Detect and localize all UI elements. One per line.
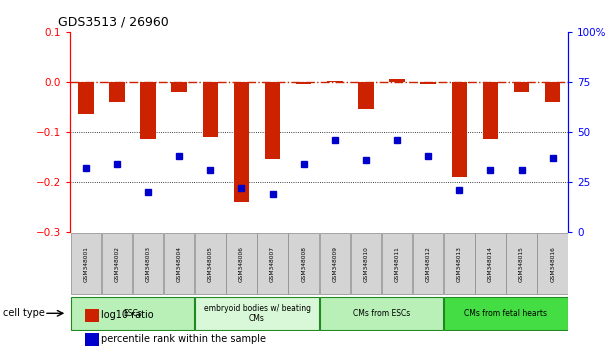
Bar xyxy=(514,82,529,92)
Bar xyxy=(420,82,436,84)
Text: CMs from ESCs: CMs from ESCs xyxy=(353,309,410,318)
Text: GSM348002: GSM348002 xyxy=(114,246,119,282)
Bar xyxy=(202,82,218,137)
Text: GSM348012: GSM348012 xyxy=(426,246,431,282)
Text: GSM348008: GSM348008 xyxy=(301,246,306,282)
Bar xyxy=(86,333,99,346)
Bar xyxy=(545,82,560,102)
FancyBboxPatch shape xyxy=(226,233,257,294)
Bar xyxy=(327,81,343,82)
Text: GSM348011: GSM348011 xyxy=(395,246,400,281)
Text: GSM348014: GSM348014 xyxy=(488,246,493,282)
Text: GSM348009: GSM348009 xyxy=(332,246,337,282)
Text: GSM348013: GSM348013 xyxy=(457,246,462,282)
FancyBboxPatch shape xyxy=(320,233,350,294)
Bar xyxy=(358,82,374,109)
Text: GSM348010: GSM348010 xyxy=(364,246,368,282)
Text: GSM348007: GSM348007 xyxy=(270,246,275,282)
FancyBboxPatch shape xyxy=(413,233,444,294)
FancyBboxPatch shape xyxy=(320,297,444,330)
FancyBboxPatch shape xyxy=(475,233,506,294)
Text: embryoid bodies w/ beating
CMs: embryoid bodies w/ beating CMs xyxy=(203,304,310,323)
FancyBboxPatch shape xyxy=(257,233,288,294)
Text: GSM348001: GSM348001 xyxy=(83,246,89,282)
Bar xyxy=(389,79,405,82)
Text: GSM348005: GSM348005 xyxy=(208,246,213,282)
Text: GSM348006: GSM348006 xyxy=(239,246,244,282)
Bar xyxy=(109,82,125,102)
FancyBboxPatch shape xyxy=(133,233,163,294)
FancyBboxPatch shape xyxy=(71,297,194,330)
Bar xyxy=(483,82,498,139)
Text: GDS3513 / 26960: GDS3513 / 26960 xyxy=(58,15,169,28)
FancyBboxPatch shape xyxy=(288,233,319,294)
Text: CMs from fetal hearts: CMs from fetal hearts xyxy=(464,309,547,318)
FancyBboxPatch shape xyxy=(351,233,381,294)
FancyBboxPatch shape xyxy=(382,233,412,294)
FancyBboxPatch shape xyxy=(444,297,568,330)
FancyBboxPatch shape xyxy=(71,233,101,294)
FancyBboxPatch shape xyxy=(507,233,537,294)
FancyBboxPatch shape xyxy=(195,233,225,294)
Bar xyxy=(172,82,187,92)
Text: percentile rank within the sample: percentile rank within the sample xyxy=(101,335,266,344)
FancyBboxPatch shape xyxy=(195,297,319,330)
FancyBboxPatch shape xyxy=(101,233,132,294)
Bar xyxy=(86,309,99,322)
Text: log10 ratio: log10 ratio xyxy=(101,310,153,320)
Bar xyxy=(296,82,312,84)
FancyBboxPatch shape xyxy=(444,233,475,294)
Text: GSM348003: GSM348003 xyxy=(145,246,150,282)
Bar xyxy=(78,82,93,114)
Text: GSM348015: GSM348015 xyxy=(519,246,524,282)
Bar xyxy=(233,82,249,202)
Text: ESCs: ESCs xyxy=(123,309,142,318)
Bar xyxy=(265,82,280,159)
Text: GSM348016: GSM348016 xyxy=(550,246,555,281)
Text: GSM348004: GSM348004 xyxy=(177,246,181,282)
Bar xyxy=(141,82,156,139)
FancyBboxPatch shape xyxy=(538,233,568,294)
Bar xyxy=(452,82,467,177)
Text: cell type: cell type xyxy=(3,308,45,318)
FancyBboxPatch shape xyxy=(164,233,194,294)
